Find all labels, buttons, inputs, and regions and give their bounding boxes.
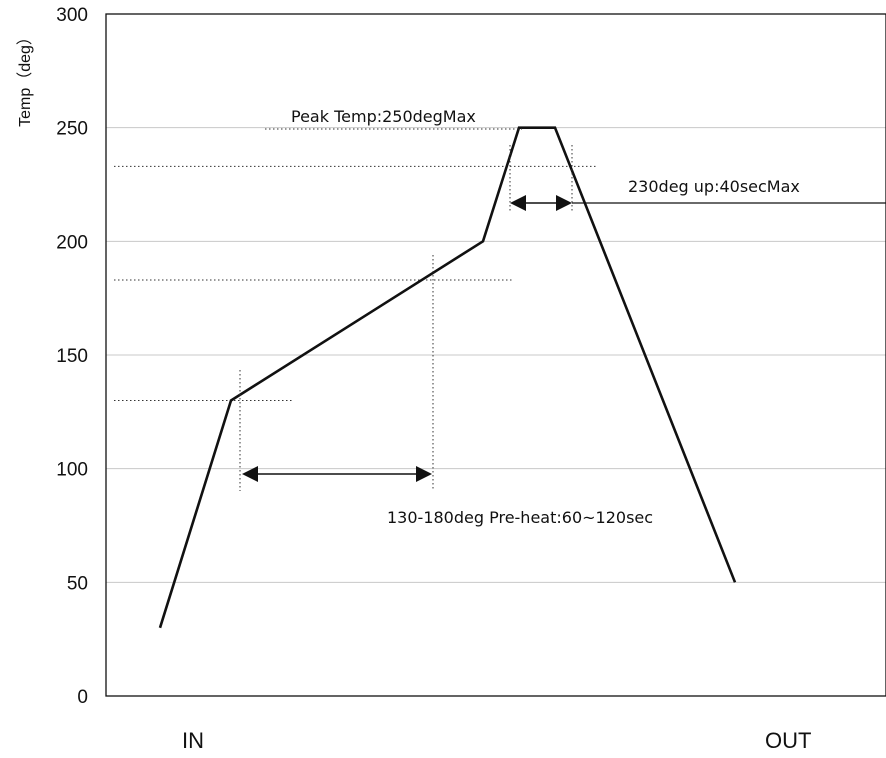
reference-dotted-lines xyxy=(114,165,598,401)
y-tick-label: 250 xyxy=(56,119,88,140)
y-axis-label: Temp（deg） xyxy=(16,29,34,127)
x-label-in: IN xyxy=(182,728,204,753)
peak-annotation: Peak Temp:250degMax xyxy=(291,107,476,126)
x-label-out: OUT xyxy=(765,728,811,753)
y-tick-label: 0 xyxy=(77,687,88,708)
y-tick-label: 100 xyxy=(56,460,88,481)
preheat-annotation: 130-180deg Pre-heat:60~120sec xyxy=(387,508,653,527)
y-tick-label: 50 xyxy=(67,573,88,594)
above230-annotation: 230deg up:40secMax xyxy=(628,177,800,196)
y-tick-label: 150 xyxy=(56,346,88,367)
plot-frame xyxy=(105,13,886,697)
y-axis-ticks: 0 50 100 150 200 250 300 xyxy=(56,5,88,708)
above230-arrowhead-right xyxy=(556,195,572,211)
y-tick-label: 200 xyxy=(56,232,88,253)
preheat-arrowhead-left xyxy=(242,466,258,482)
above230-arrowhead-left xyxy=(510,195,526,211)
grid-lines xyxy=(106,127,886,583)
y-tick-label: 300 xyxy=(56,5,88,26)
preheat-arrowhead-right xyxy=(416,466,432,482)
